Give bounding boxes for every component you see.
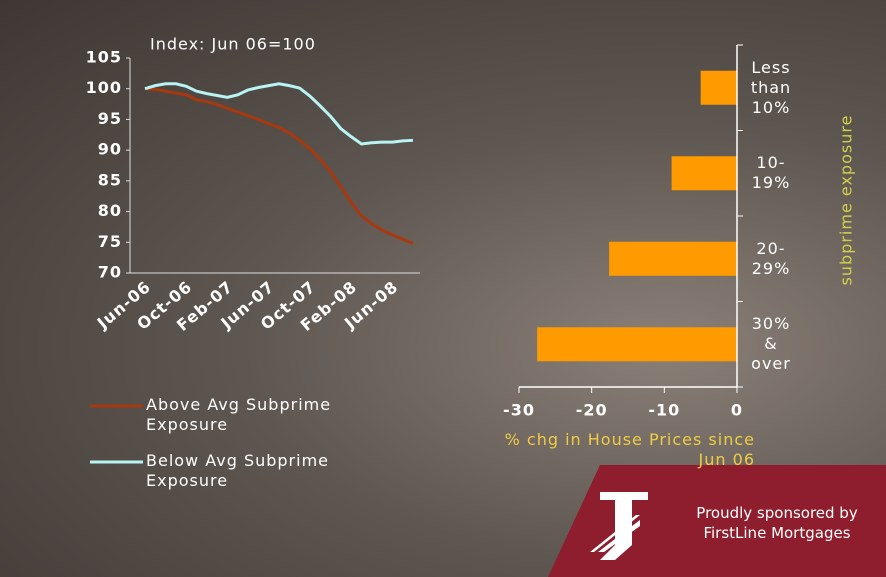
bar	[609, 242, 737, 276]
y-tick-label: 95	[98, 109, 122, 128]
bar	[701, 71, 737, 105]
y-tick-label: 105	[86, 48, 122, 67]
y-tick-label: Less than 10%	[742, 58, 800, 118]
x-tick-label: -20	[576, 401, 608, 420]
y-tick-label: 80	[98, 201, 122, 220]
legend-label: Above Avg Subprime Exposure	[146, 395, 361, 435]
bar	[537, 327, 737, 361]
chart-title: Index: Jun 06=100	[150, 35, 316, 54]
line-series	[145, 89, 413, 244]
legend-label: Below Avg Subprime Exposure	[146, 451, 361, 491]
x-tick-label: -30	[503, 401, 535, 420]
line-series	[145, 84, 413, 144]
page: Index: Jun 06=100 707580859095100105Jun-…	[0, 0, 886, 577]
y-tick-label: 100	[86, 78, 122, 97]
y-tick-label: 70	[98, 263, 122, 282]
y-tick-label: 10-19%	[742, 143, 800, 203]
y-tick-label: 90	[98, 140, 122, 159]
y-tick-label: 85	[98, 170, 122, 189]
bar	[672, 156, 737, 190]
x-tick-label: -10	[648, 401, 680, 420]
x-axis-title: % chg in House Prices since Jun 06	[490, 430, 755, 470]
y-axis-title: subprime exposure	[837, 115, 856, 286]
y-tick-label: 30% & over	[742, 314, 800, 374]
sponsor-text: Proudly sponsored by FirstLine Mortgages	[672, 503, 882, 543]
y-tick-label: 75	[98, 232, 122, 251]
x-tick-label: 0	[731, 401, 743, 420]
y-tick-label: 20-29%	[742, 229, 800, 289]
